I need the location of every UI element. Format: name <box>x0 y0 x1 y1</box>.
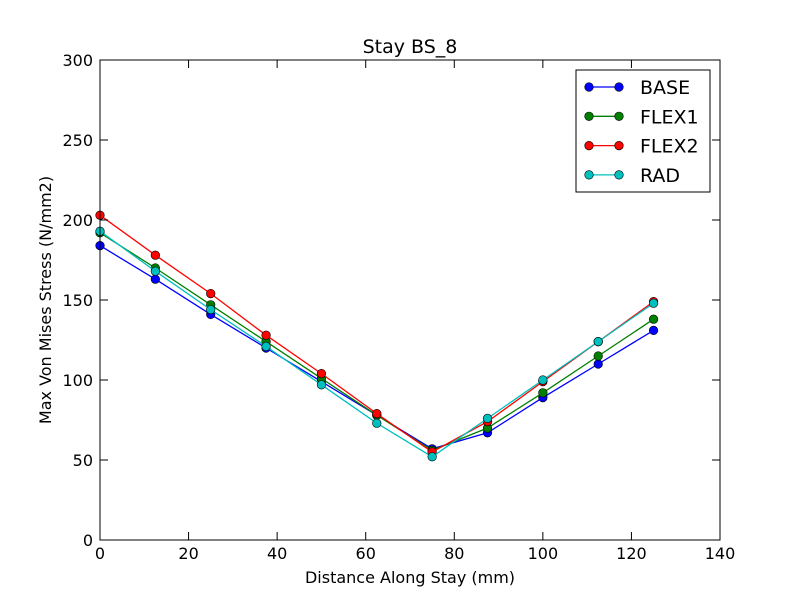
data-point <box>593 351 603 361</box>
axis-ticks: 0 20 40 60 80 100 120 140 0 50 100 150 200 250 300 <box>62 51 735 563</box>
legend-marker <box>614 170 624 180</box>
data-point <box>648 314 659 324</box>
legend-item-flex2: FLEX2 <box>584 136 699 158</box>
y-axis-label: Max Von Mises Stress (N/mm2) <box>36 176 55 424</box>
data-point <box>427 452 437 462</box>
data-point <box>150 266 160 276</box>
data-point <box>593 337 603 347</box>
x-tick-label: 0 <box>95 544 105 563</box>
x-tick-label: 100 <box>528 544 559 563</box>
legend-marker <box>584 141 594 151</box>
legend-marker <box>614 82 624 92</box>
x-tick-label: 60 <box>356 544 376 563</box>
legend-label: FLEX2 <box>640 136 699 158</box>
legend-item-rad: RAD <box>584 165 680 187</box>
data-point <box>150 250 160 260</box>
legend-label: BASE <box>640 77 690 99</box>
x-tick-label: 40 <box>267 544 287 563</box>
data-point <box>648 325 659 336</box>
legend-item-base: BASE <box>584 77 690 99</box>
y-tick-label: 250 <box>62 131 93 150</box>
y-tick-label: 50 <box>73 451 93 470</box>
y-tick-label: 0 <box>83 531 93 550</box>
data-point <box>538 388 548 398</box>
chart-title: Stay BS_8 <box>363 36 458 58</box>
series-rad <box>95 226 659 462</box>
y-tick-label: 100 <box>62 371 93 390</box>
legend-label: RAD <box>640 165 680 187</box>
data-point <box>593 359 603 369</box>
legend-item-flex1: FLEX1 <box>584 106 699 128</box>
data-point <box>150 274 160 284</box>
y-tick-label: 200 <box>62 211 93 230</box>
data-point <box>261 330 271 340</box>
legend-marker <box>584 111 594 121</box>
data-point <box>372 409 382 419</box>
x-tick-label: 120 <box>616 544 647 563</box>
data-point <box>316 369 327 379</box>
data-point <box>261 341 271 352</box>
y-tick-label: 150 <box>62 291 93 310</box>
series-layer <box>95 210 659 462</box>
x-tick-label: 20 <box>178 544 198 563</box>
y-tick-label: 300 <box>62 51 93 70</box>
legend-frame <box>575 69 711 193</box>
x-axis-label: Distance Along Stay (mm) <box>305 568 515 587</box>
legend-marker <box>584 82 594 92</box>
legend: BASE FLEX1 FLEX2 RAD <box>575 69 711 193</box>
data-point <box>482 413 493 424</box>
legend-label: FLEX1 <box>640 106 699 128</box>
legend-marker <box>614 141 624 151</box>
legend-marker <box>584 170 594 180</box>
data-point <box>206 305 216 315</box>
legend-marker <box>614 111 624 121</box>
x-tick-label: 80 <box>444 544 464 563</box>
data-point <box>316 380 327 390</box>
x-tick-label: 140 <box>705 544 736 563</box>
data-point <box>206 289 216 299</box>
data-point <box>538 375 548 385</box>
data-point <box>648 298 659 308</box>
data-point <box>372 418 382 428</box>
